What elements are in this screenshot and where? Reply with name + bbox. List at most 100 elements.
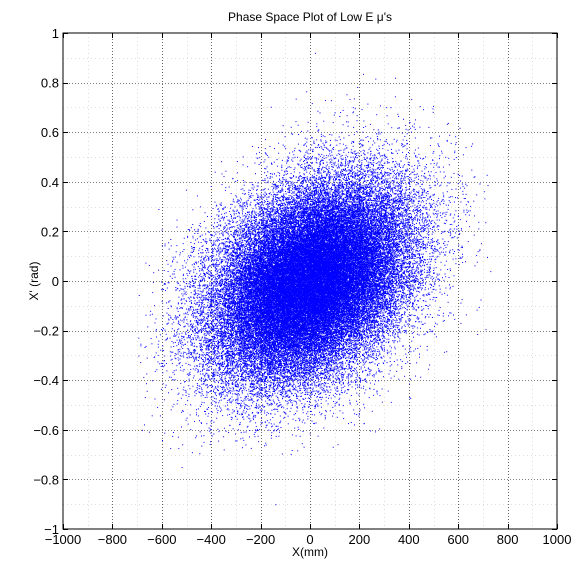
- scatter-point: [360, 146, 361, 147]
- scatter-point: [250, 346, 251, 347]
- scatter-point: [225, 207, 226, 208]
- scatter-point: [387, 192, 388, 193]
- scatter-point: [372, 279, 373, 280]
- scatter-point: [426, 177, 427, 178]
- scatter-point: [285, 391, 286, 392]
- scatter-point: [260, 232, 261, 233]
- scatter-point: [404, 195, 405, 196]
- scatter-point: [364, 337, 365, 338]
- scatter-point: [370, 159, 371, 160]
- scatter-point: [255, 363, 256, 364]
- scatter-point: [279, 375, 280, 376]
- scatter-point: [295, 357, 296, 358]
- scatter-point: [308, 397, 309, 398]
- scatter-point: [410, 213, 411, 214]
- scatter-point: [220, 372, 221, 373]
- scatter-point: [437, 274, 438, 275]
- scatter-point: [413, 190, 414, 191]
- scatter-point: [291, 454, 292, 455]
- scatter-point: [415, 288, 416, 289]
- scatter-point: [404, 201, 405, 202]
- scatter-point: [221, 410, 222, 411]
- scatter-point: [340, 156, 341, 157]
- scatter-point: [417, 166, 418, 167]
- scatter-point: [158, 347, 159, 348]
- scatter-point: [226, 241, 227, 242]
- scatter-point: [310, 188, 311, 189]
- scatter-point: [479, 307, 480, 308]
- scatter-point: [450, 229, 451, 230]
- scatter-point: [196, 393, 197, 394]
- scatter-point: [364, 349, 365, 350]
- scatter-point: [269, 202, 270, 203]
- scatter-point: [412, 285, 413, 286]
- scatter-point: [197, 295, 198, 296]
- scatter-point: [349, 247, 350, 248]
- scatter-point: [318, 394, 319, 395]
- scatter-point: [465, 184, 466, 185]
- scatter-point: [397, 153, 398, 154]
- scatter-point: [342, 206, 343, 207]
- scatter-point: [400, 196, 401, 197]
- scatter-point: [391, 324, 392, 325]
- scatter-point: [241, 243, 242, 244]
- scatter-point: [216, 372, 217, 373]
- scatter-point: [322, 360, 323, 361]
- scatter-point: [348, 338, 349, 339]
- scatter-point: [430, 299, 431, 300]
- scatter-point: [210, 308, 211, 309]
- scatter-point: [443, 321, 444, 322]
- scatter-point: [410, 198, 411, 199]
- scatter-point: [229, 211, 230, 212]
- scatter-point: [296, 403, 297, 404]
- scatter-point: [450, 235, 451, 236]
- scatter-point: [202, 349, 203, 350]
- scatter-point: [349, 183, 350, 184]
- scatter-point: [389, 374, 390, 375]
- scatter-point: [397, 164, 398, 165]
- scatter-point: [245, 244, 246, 245]
- scatter-point: [353, 201, 354, 202]
- scatter-point: [195, 290, 196, 291]
- scatter-point: [434, 251, 435, 252]
- scatter-point: [348, 385, 349, 386]
- scatter-point: [217, 386, 218, 387]
- scatter-point: [422, 195, 423, 196]
- scatter-point: [354, 352, 355, 353]
- scatter-point: [417, 173, 418, 174]
- scatter-point: [397, 239, 398, 240]
- scatter-point: [255, 173, 256, 174]
- scatter-point: [388, 192, 389, 193]
- scatter-point: [220, 313, 221, 314]
- scatter-point: [405, 308, 406, 309]
- scatter-point: [354, 199, 355, 200]
- scatter-point: [342, 173, 343, 174]
- scatter-point: [199, 304, 200, 305]
- scatter-point: [425, 166, 426, 167]
- scatter-point: [338, 197, 339, 198]
- scatter-point: [189, 356, 190, 357]
- scatter-point: [195, 300, 196, 301]
- scatter-point: [221, 377, 222, 378]
- scatter-point: [225, 190, 226, 191]
- scatter-point: [370, 207, 371, 208]
- scatter-point: [300, 384, 301, 385]
- scatter-point: [246, 312, 247, 313]
- scatter-point: [219, 376, 220, 377]
- scatter-point: [354, 358, 355, 359]
- scatter-point: [407, 294, 408, 295]
- scatter-point: [223, 218, 224, 219]
- scatter-point: [369, 186, 370, 187]
- scatter-point: [361, 172, 362, 173]
- scatter-point: [433, 108, 434, 109]
- scatter-point: [236, 222, 237, 223]
- scatter-point: [199, 286, 200, 287]
- scatter-point: [192, 209, 193, 210]
- scatter-point: [345, 221, 346, 222]
- scatter-point: [477, 310, 478, 311]
- scatter-point: [353, 127, 354, 128]
- scatter-point: [188, 353, 189, 354]
- scatter-point: [212, 378, 213, 379]
- scatter-point: [430, 314, 431, 315]
- scatter-point: [363, 170, 364, 171]
